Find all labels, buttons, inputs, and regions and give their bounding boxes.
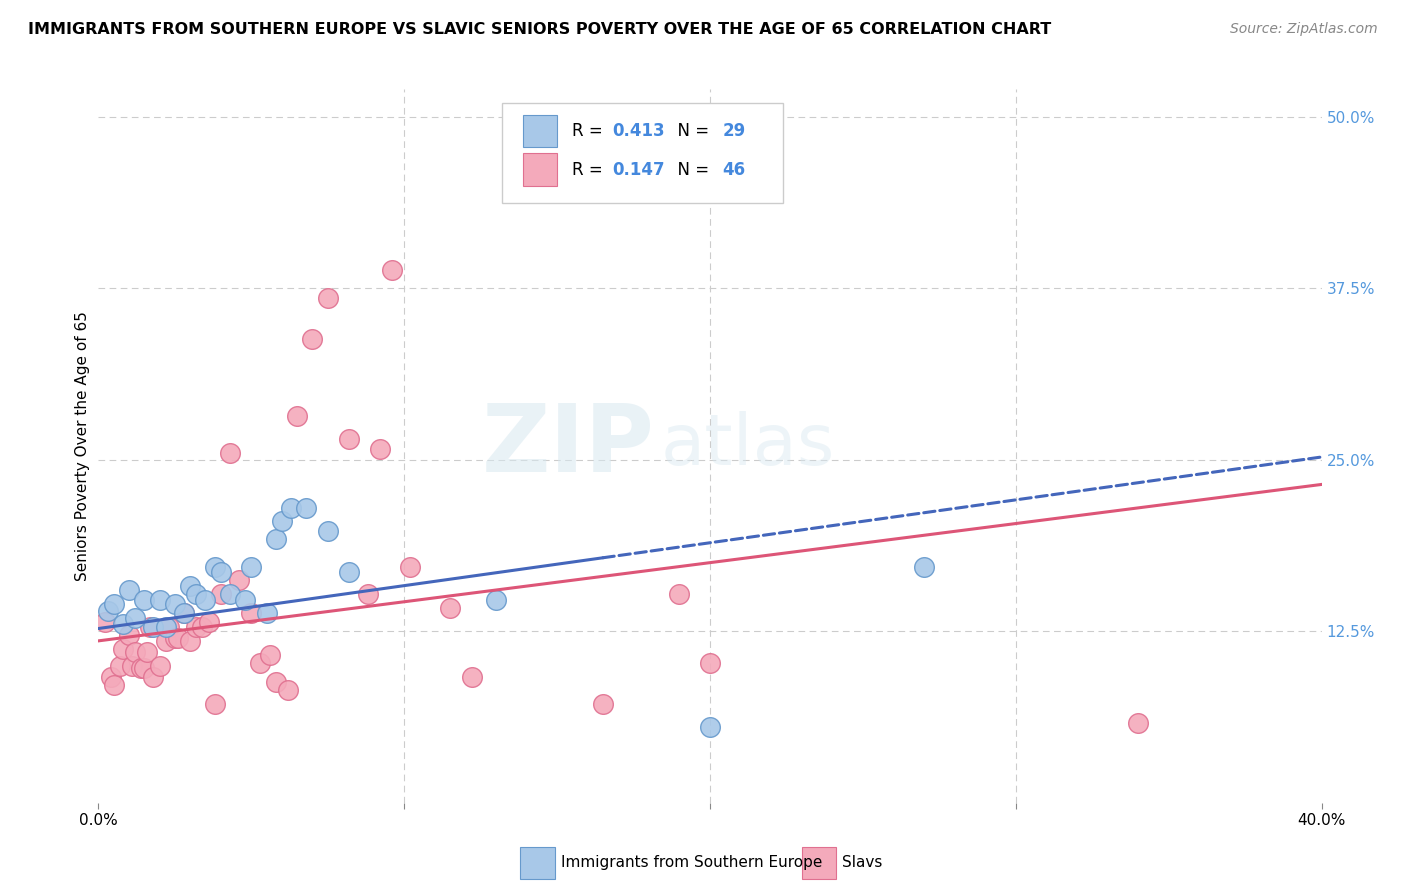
Point [399,559,422,574]
Point [1128,716,1150,731]
Point [179,633,201,648]
Point [155,633,177,648]
Point [219,587,242,601]
Point [295,500,318,515]
Point [240,607,263,621]
Point [124,610,146,624]
Bar [523,153,557,186]
Point [249,656,271,670]
Point [264,533,287,547]
Y-axis label: Seniors Poverty Over the Age of 65: Seniors Poverty Over the Age of 65 [75,311,90,581]
Point [204,559,226,574]
Bar [801,847,837,880]
FancyBboxPatch shape [502,103,783,203]
Point [186,620,208,634]
Text: atlas: atlas [661,411,835,481]
Point [191,620,214,634]
Text: Immigrants from Southern Europe: Immigrants from Southern Europe [561,855,823,870]
Point [219,446,242,460]
Point [460,669,482,683]
Point [699,720,721,734]
Point [316,524,339,538]
Bar [523,115,557,147]
Point [111,617,134,632]
Point [197,615,219,629]
Point [668,587,690,601]
Point [356,587,378,601]
Point [163,631,186,645]
Point [142,669,165,683]
Point [186,587,208,601]
Point [233,592,256,607]
Text: R =: R = [572,122,607,140]
Point [179,579,201,593]
Text: 29: 29 [723,122,745,140]
Text: Source: ZipAtlas.com: Source: ZipAtlas.com [1230,22,1378,37]
Point [285,409,308,423]
Point [592,697,614,711]
Point [368,442,391,456]
Point [118,628,141,642]
Point [121,658,143,673]
Point [103,678,125,692]
Point [118,583,141,598]
Text: 0.147: 0.147 [612,161,665,178]
Text: R =: R = [572,161,607,178]
Point [204,697,226,711]
Point [134,592,156,607]
Point [129,661,152,675]
Point [209,566,232,580]
Point [173,607,195,621]
Text: N =: N = [668,161,714,178]
Point [337,566,360,580]
Text: 46: 46 [723,161,745,178]
Point [259,648,281,662]
Point [111,642,134,657]
Point [337,432,360,446]
Text: ZIP: ZIP [482,400,655,492]
Point [381,263,404,277]
Point [97,604,120,618]
Text: Slavs: Slavs [842,855,883,870]
Point [264,675,287,690]
Point [149,658,172,673]
Point [912,559,935,574]
Point [139,620,162,634]
Point [100,669,122,683]
Point [209,587,232,601]
Point [240,559,263,574]
Text: 0.413: 0.413 [612,122,665,140]
Point [157,620,180,634]
Point [301,332,323,346]
Point [280,500,302,515]
Point [699,656,721,670]
Point [228,574,250,588]
Point [194,592,217,607]
Point [149,592,172,607]
Point [316,291,339,305]
Point [256,607,278,621]
Point [163,597,186,611]
Point [439,601,461,615]
Point [134,661,156,675]
Point [103,597,125,611]
Point [270,515,292,529]
Point [142,620,165,634]
Text: IMMIGRANTS FROM SOUTHERN EUROPE VS SLAVIC SENIORS POVERTY OVER THE AGE OF 65 COR: IMMIGRANTS FROM SOUTHERN EUROPE VS SLAVI… [28,22,1052,37]
Point [108,658,131,673]
Bar [520,847,555,880]
Point [136,645,159,659]
Point [155,620,177,634]
Point [124,645,146,659]
Point [173,607,195,621]
Text: N =: N = [668,122,714,140]
Point [93,615,115,629]
Point [485,592,508,607]
Point [167,631,190,645]
Point [277,683,299,698]
